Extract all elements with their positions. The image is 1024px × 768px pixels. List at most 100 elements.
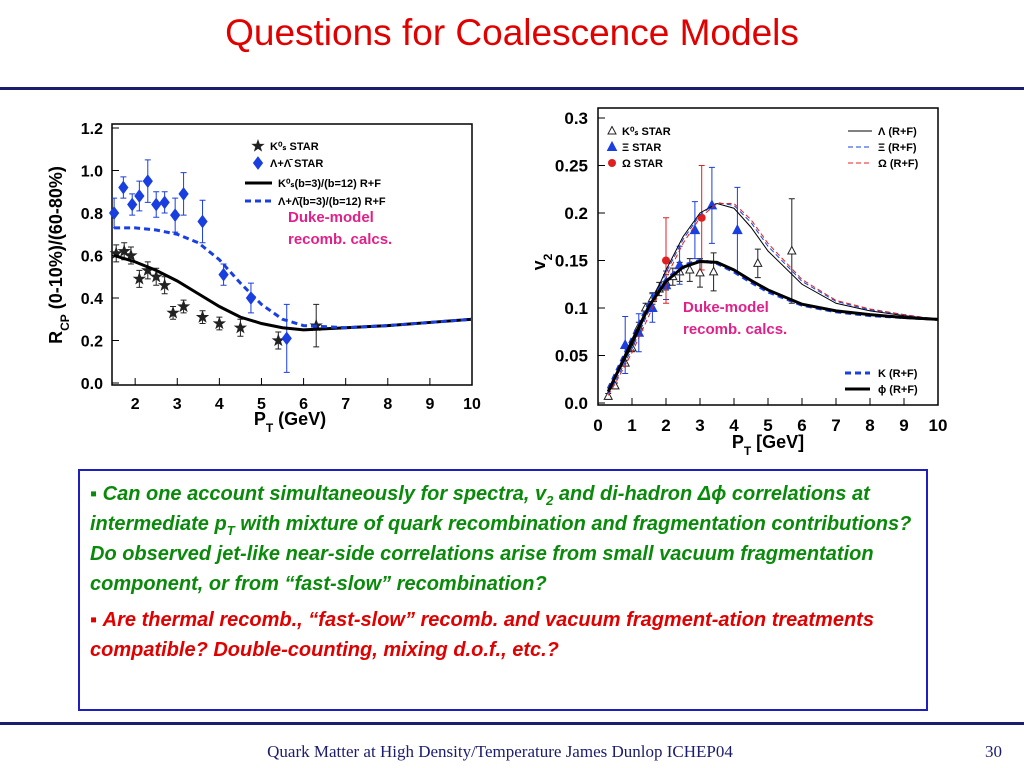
x-tick-label: 10 (929, 416, 948, 435)
y-tick-label: 0.15 (555, 252, 588, 271)
y-tick-label: 0.4 (81, 291, 103, 308)
marker (281, 331, 292, 346)
y-tick-label: 0.25 (555, 157, 588, 176)
curve (607, 202, 939, 392)
xlabel-part: P (254, 409, 266, 429)
slide-title: Questions for Coalescence Models (225, 12, 799, 53)
marker (607, 125, 617, 135)
y-tick-label: 0.2 (564, 204, 588, 223)
curve (607, 203, 939, 396)
xlabel: PT [GeV] (732, 432, 804, 458)
x-tick-label: 2 (131, 396, 140, 413)
x-tick-label: 6 (299, 396, 308, 413)
marker (151, 197, 162, 212)
y-tick-label: 1.2 (81, 121, 103, 138)
x-tick-label: 5 (257, 396, 266, 413)
x-tick-label: 8 (865, 416, 874, 435)
footer: Quark Matter at High Density/Temperature… (267, 742, 733, 761)
y-tick-label: 0.6 (81, 249, 103, 266)
marker (118, 180, 129, 195)
marker (197, 214, 208, 229)
ylabel: v2 (529, 253, 555, 270)
marker (251, 138, 265, 152)
ylabel-part: (0-10%)/(60-80%) (46, 166, 66, 314)
y-tick-label: 0.0 (564, 394, 588, 413)
legend-label: K⁰ₛ STAR (270, 141, 319, 153)
marker (752, 257, 763, 267)
x-tick-label: 3 (695, 416, 704, 435)
marker (149, 269, 163, 283)
marker (732, 224, 743, 235)
legend-label: Ξ (R+F) (878, 142, 917, 154)
marker (684, 264, 695, 274)
x-tick-label: 7 (341, 396, 350, 413)
x-tick-label: 2 (661, 416, 670, 435)
x-tick-label: 3 (173, 396, 182, 413)
marker (195, 310, 210, 323)
question-box: Can one account simultaneously for spect… (78, 469, 928, 711)
y-tick-label: 1.0 (81, 164, 103, 181)
x-tick-label: 4 (215, 396, 224, 413)
marker (786, 245, 797, 255)
marker (708, 266, 719, 276)
x-tick-label: 1 (627, 416, 636, 435)
marker (212, 316, 227, 330)
marker (252, 156, 264, 170)
x-tick-label: 7 (831, 416, 840, 435)
marker (176, 299, 191, 313)
marker (606, 140, 618, 151)
marker (170, 208, 181, 222)
marker (218, 267, 229, 282)
marker (157, 278, 172, 291)
marker (166, 305, 180, 319)
marker (178, 187, 189, 201)
marker (608, 159, 616, 167)
bullet: Are thermal recomb., “fast-slow” recomb.… (90, 605, 916, 665)
page-number: 30 (985, 742, 1002, 761)
marker (159, 195, 170, 210)
marker (108, 206, 120, 220)
legend-label: Λ+Λ̄(b=3)/(b=12) R+F (278, 196, 386, 208)
x-tick-label: 5 (763, 416, 772, 435)
marker (233, 320, 248, 334)
legend-label: Ω STAR (622, 158, 663, 170)
ylabel-part: R (46, 331, 66, 344)
ylabel-part: v (529, 260, 549, 270)
curve (607, 202, 939, 394)
bullet-sub: 2 (546, 493, 554, 508)
bullet-text: with mixture of quark recombination and … (90, 513, 912, 595)
xlabel-part: T (744, 444, 752, 458)
x-tick-label: 8 (383, 396, 392, 413)
top-rule (0, 87, 1024, 90)
x-tick-label: 9 (425, 396, 434, 413)
marker (132, 271, 147, 285)
y-tick-label: 0.2 (81, 334, 103, 351)
marker (117, 244, 131, 257)
xlabel: PT (GeV) (254, 409, 326, 435)
bottom-rule (0, 722, 1024, 725)
marker (695, 267, 705, 277)
x-tick-label: 4 (729, 416, 739, 435)
legend-label: ϕ (R+F) (878, 384, 918, 396)
marker (134, 189, 145, 203)
plot-frame (111, 123, 473, 386)
bullet-text: and di-hadron Δϕ correlations at interme… (90, 483, 870, 535)
marker (603, 390, 614, 400)
curve (606, 259, 939, 393)
marker (127, 197, 138, 212)
ylabel: RCP (0-10%)/(60-80%) (46, 166, 72, 344)
marker (662, 256, 670, 265)
marker (142, 174, 153, 188)
legend-label: Ξ STAR (622, 142, 661, 154)
bullet-text: Can one account simultaneously for spect… (102, 483, 547, 505)
xlabel-part: P (732, 432, 744, 452)
x-tick-label: 6 (797, 416, 806, 435)
xlabel-part: [GeV] (751, 432, 804, 452)
legend-label: K⁰ₛ(b=3)/(b=12) R+F (278, 178, 381, 190)
annotation: recomb. calcs. (683, 321, 787, 338)
xlabel-part: T (266, 421, 274, 435)
y-tick-label: 0.05 (555, 347, 588, 366)
y-tick-label: 0.0 (81, 376, 103, 393)
